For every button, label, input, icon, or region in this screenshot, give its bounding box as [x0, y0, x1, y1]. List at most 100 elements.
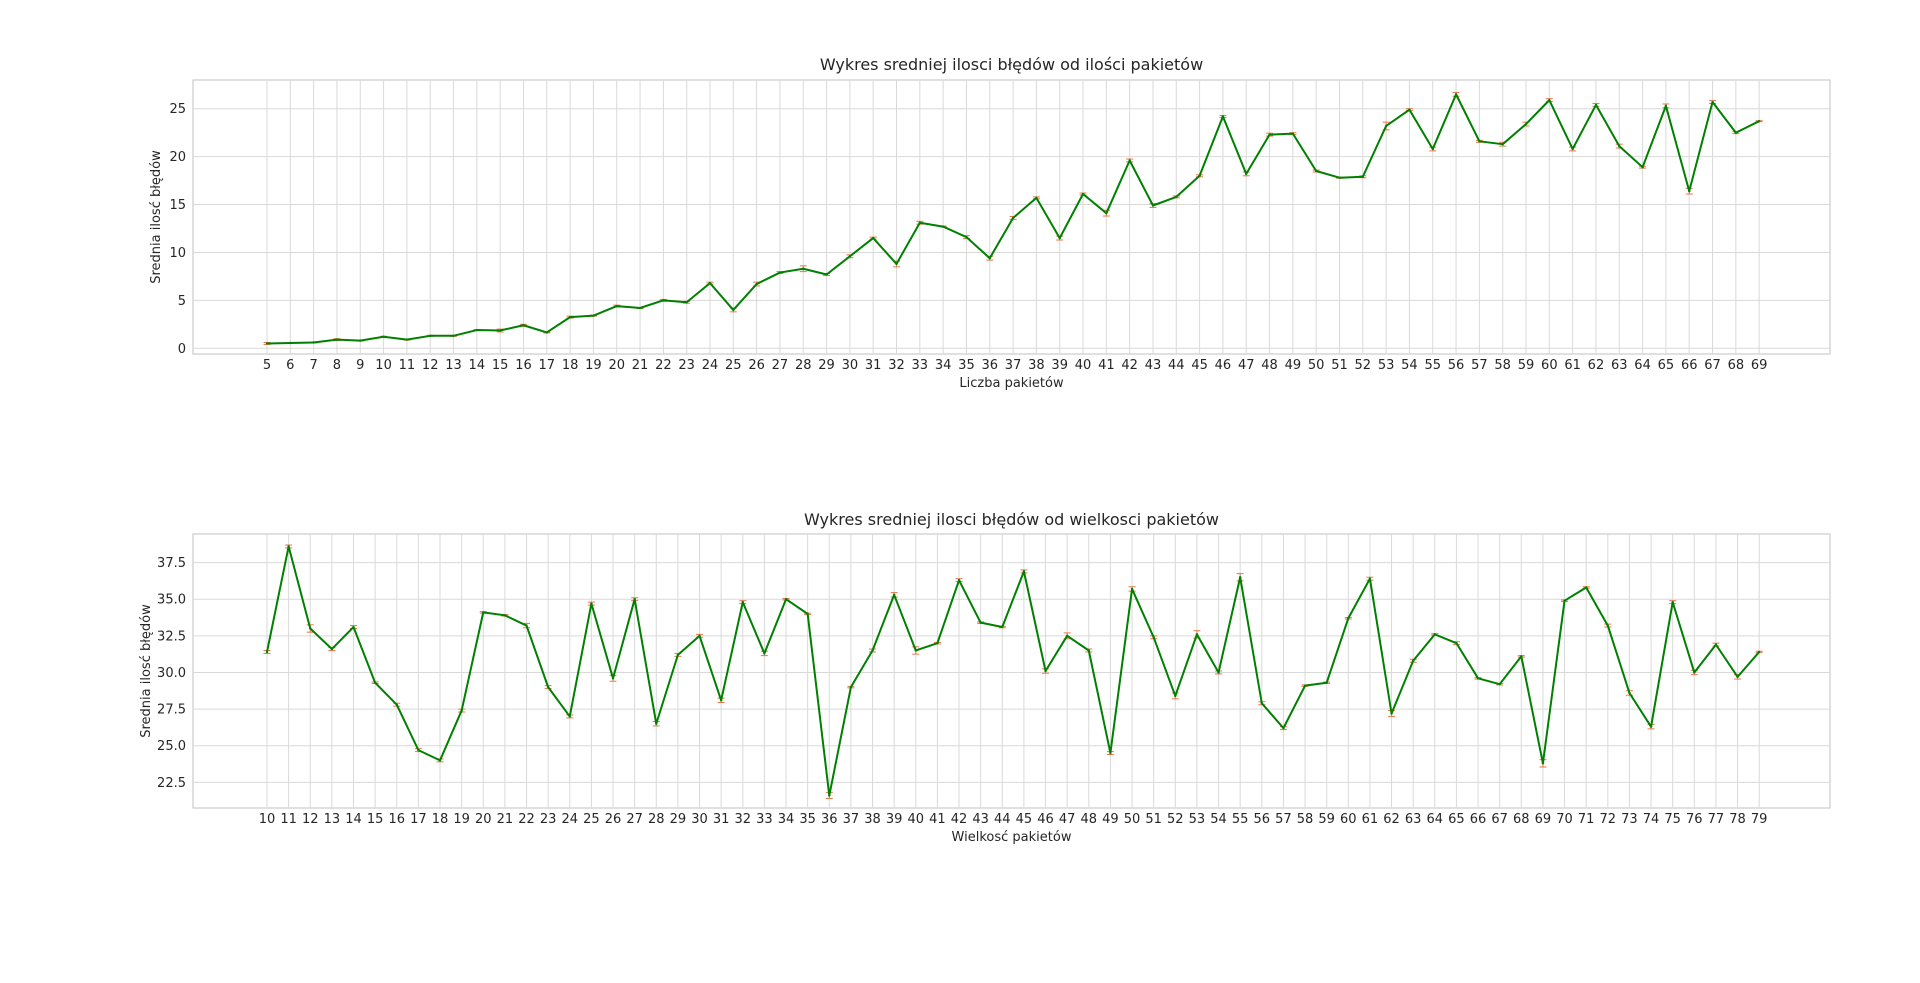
- x-tick-label: 26: [605, 812, 622, 827]
- x-tick-label: 8: [333, 358, 341, 373]
- data-point: [698, 634, 701, 638]
- x-tick-label: 14: [469, 358, 486, 373]
- data-point: [1044, 669, 1047, 673]
- y-tick-label: 0: [178, 342, 186, 357]
- data-point: [755, 282, 758, 286]
- x-tick-label: 58: [1494, 358, 1511, 373]
- data-point: [525, 624, 528, 627]
- data-point: [633, 598, 636, 601]
- x-tick-label: 32: [888, 358, 905, 373]
- x-tick-label: 49: [1285, 358, 1302, 373]
- data-point: [429, 334, 432, 337]
- x-tick-label: 74: [1643, 812, 1660, 827]
- x-tick-label: 12: [422, 358, 439, 373]
- data-point: [1571, 147, 1574, 151]
- series-line: [266, 545, 1760, 797]
- y-tick-label: 15: [169, 198, 186, 213]
- data-point: [1087, 649, 1090, 652]
- data-point: [1649, 725, 1653, 728]
- data-point: [1671, 600, 1674, 604]
- grid: [192, 533, 1831, 809]
- data-point: [1217, 671, 1220, 674]
- x-tick-label: 48: [1261, 358, 1278, 373]
- x-tick-label: 59: [1518, 358, 1535, 373]
- data-point: [1221, 115, 1225, 118]
- data-point: [417, 748, 420, 752]
- data-point: [1268, 133, 1271, 136]
- data-point: [849, 685, 853, 689]
- x-tick-label: 39: [1051, 358, 1068, 373]
- x-tick-label: 68: [1513, 812, 1530, 827]
- data-point: [1454, 93, 1458, 96]
- data-point: [373, 681, 377, 684]
- x-tick-label: 16: [515, 358, 532, 373]
- x-tick-label: 15: [367, 812, 384, 827]
- y-axis-label: Srednia ilosć błędów: [139, 604, 154, 738]
- x-tick-label: 47: [1059, 812, 1076, 827]
- data-point: [871, 236, 875, 240]
- x-tick-label: 20: [475, 812, 492, 827]
- data-point: [1314, 169, 1318, 173]
- data-point: [611, 677, 615, 680]
- data-point: [1736, 675, 1739, 679]
- x-tick-label: 66: [1470, 812, 1487, 827]
- x-tick-label: 45: [1191, 358, 1208, 373]
- data-point: [1541, 762, 1545, 765]
- x-tick-label: 53: [1378, 358, 1395, 373]
- data-point: [914, 649, 917, 652]
- x-tick-label: 64: [1634, 358, 1651, 373]
- data-point: [287, 545, 290, 548]
- data-point: [1433, 633, 1437, 636]
- x-tick-label: 42: [951, 812, 968, 827]
- data-point: [546, 685, 550, 689]
- data-point: [1105, 211, 1108, 215]
- x-tick-label: 18: [432, 812, 449, 827]
- x-tick-label: 50: [1308, 358, 1325, 373]
- data-point: [806, 612, 809, 616]
- data-point: [438, 759, 442, 762]
- x-tick-label: 16: [388, 812, 405, 827]
- data-point: [1175, 195, 1178, 199]
- x-tick-label: 14: [345, 812, 362, 827]
- data-point: [615, 304, 618, 308]
- data-point: [1001, 625, 1004, 629]
- x-tick-label: 46: [1215, 358, 1232, 373]
- x-tick-label: 37: [843, 812, 860, 827]
- x-tick-label: 34: [935, 358, 952, 373]
- x-tick-label: 31: [865, 358, 882, 373]
- x-tick-label: 9: [356, 358, 364, 373]
- data-point: [1688, 189, 1691, 193]
- x-tick-label: 39: [886, 812, 903, 827]
- x-tick-label: 60: [1340, 812, 1357, 827]
- x-tick-label: 24: [561, 812, 578, 827]
- data-point: [1368, 577, 1372, 580]
- x-tick-label: 35: [958, 358, 975, 373]
- data-point: [763, 652, 766, 655]
- x-tick-label: 53: [1189, 812, 1206, 827]
- x-tick-label: 63: [1405, 812, 1422, 827]
- x-tick-label: 40: [1075, 358, 1092, 373]
- x-tick-label: 57: [1275, 812, 1292, 827]
- x-tick-label: 17: [539, 358, 556, 373]
- x-tick-label: 71: [1578, 812, 1595, 827]
- data-point: [1325, 681, 1328, 684]
- data-points: [265, 545, 1761, 797]
- chart-packet-size: Wykres sredniej ilosci błędów od wielkos…: [139, 510, 1831, 845]
- data-point: [1245, 172, 1248, 176]
- data-point: [1195, 633, 1199, 636]
- x-tick-label: 45: [1016, 812, 1033, 827]
- x-tick-label: 13: [324, 812, 341, 827]
- x-tick-label: 55: [1232, 812, 1249, 827]
- data-point: [708, 281, 712, 285]
- data-point: [1548, 98, 1551, 102]
- x-tick-label: 21: [632, 358, 649, 373]
- data-point: [289, 341, 292, 345]
- data-point: [1109, 751, 1112, 755]
- data-point: [676, 653, 680, 657]
- x-tick-label: 13: [445, 358, 462, 373]
- data-point: [482, 611, 485, 614]
- x-tick-label: 77: [1708, 812, 1725, 827]
- x-tick-label: 48: [1081, 812, 1098, 827]
- data-point: [941, 225, 945, 228]
- data-point: [265, 342, 269, 345]
